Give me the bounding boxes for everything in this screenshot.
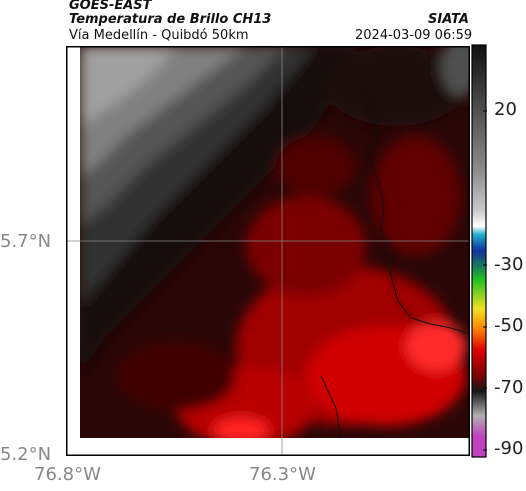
brightness-temperature-map — [66, 46, 470, 456]
latitude-label-5-2: 5.2°N — [0, 444, 52, 465]
longitude-label-76-8: 76.8°W — [34, 464, 101, 485]
colorbar-tick-minus-90: -90 — [494, 438, 524, 459]
organization-label: SIATA — [428, 12, 469, 27]
datetime-label: 2024-03-09 06:59 — [355, 28, 473, 43]
route-label: Vía Medellín - Quibdó 50km — [69, 28, 249, 43]
temperature-colorbar — [471, 44, 487, 458]
colorbar-tick-20: 20 — [494, 99, 517, 120]
colorbar-tick-minus-70: -70 — [494, 377, 524, 398]
latitude-label-5-7: 5.7°N — [0, 231, 52, 252]
colorbar-tick-minus-30: -30 — [494, 254, 524, 275]
longitude-label-76-3: 76.3°W — [249, 464, 316, 485]
colorbar-tick-minus-50: -50 — [494, 315, 524, 336]
map-title: Temperatura de Brillo CH13 — [69, 12, 272, 27]
satellite-name: GOES-EAST — [69, 0, 152, 13]
